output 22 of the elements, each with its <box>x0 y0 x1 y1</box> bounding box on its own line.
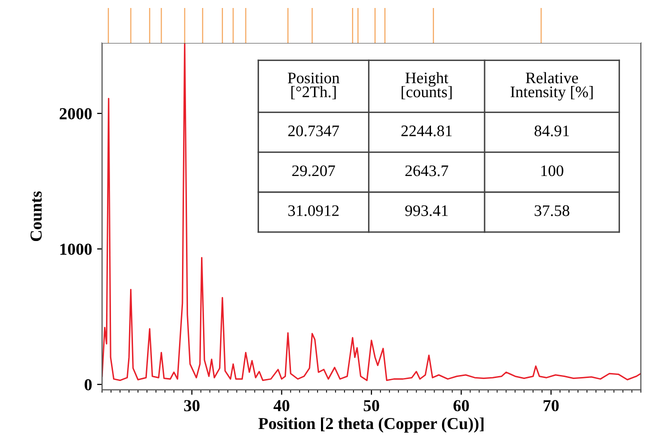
annotation: Relative Intensity [%] <box>510 72 593 101</box>
annotation: 100 <box>541 165 564 176</box>
y-tick-label: 2000 <box>60 108 92 120</box>
y-tick-label: 1000 <box>60 244 92 255</box>
annotation: Position [°2Th.] <box>288 72 340 100</box>
x-tick-label: 50 <box>364 400 380 412</box>
annotation: 31.0912 <box>288 205 339 216</box>
annotation: Height [counts] <box>402 72 452 100</box>
x-tick-label: 60 <box>453 400 469 412</box>
y-tick-label: 0 <box>84 379 92 390</box>
x-tick-label: 40 <box>274 400 290 412</box>
x-tick-label: 30 <box>184 400 200 412</box>
x-axis-title: Position [2 theta (Copper (Cu))] <box>258 417 484 433</box>
annotation: 2643.7 <box>405 165 448 176</box>
annotation: 37.58 <box>534 205 570 216</box>
annotation: 29.207 <box>292 165 336 176</box>
x-tick-label: 70 <box>544 400 559 412</box>
annotation: 993.41 <box>405 205 448 216</box>
y-axis-title: Counts <box>30 191 42 242</box>
annotation: 2244.81 <box>401 126 452 136</box>
annotation: 84.91 <box>534 126 569 136</box>
annotation: 20.7347 <box>288 126 340 136</box>
